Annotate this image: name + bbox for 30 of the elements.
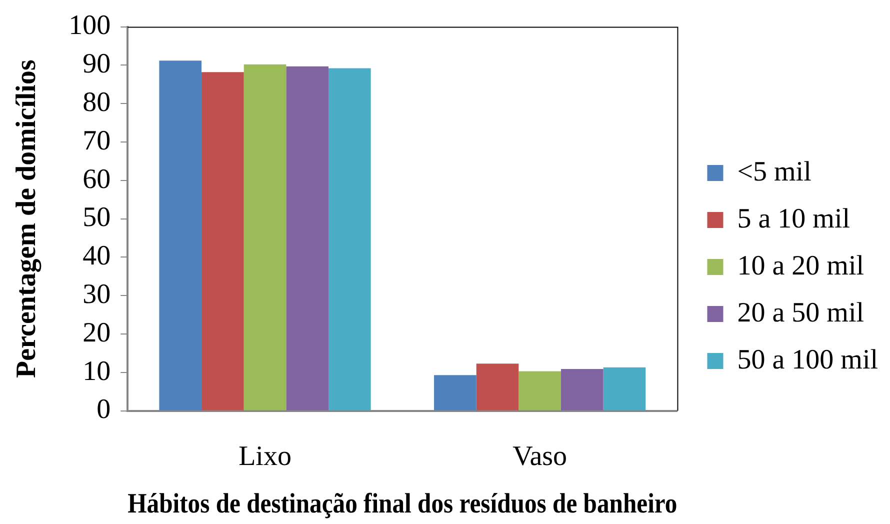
y-tick-label: 100 xyxy=(68,10,111,42)
x-tick-label: Lixo xyxy=(238,440,292,472)
bar xyxy=(159,60,202,410)
y-tick-label: 50 xyxy=(82,202,111,234)
legend-label: 10 a 20 mil xyxy=(737,250,864,282)
y-tick-label: 70 xyxy=(82,125,111,156)
y-tick-label: 0 xyxy=(96,394,111,426)
bar xyxy=(328,68,371,410)
y-tick-label: 60 xyxy=(82,164,111,195)
bar xyxy=(518,371,561,410)
bar xyxy=(286,66,328,410)
bar xyxy=(202,72,244,410)
y-tick-label: 80 xyxy=(82,86,111,118)
legend-label: <5 mil xyxy=(737,156,812,188)
bar xyxy=(434,375,476,410)
bar xyxy=(476,364,519,410)
x-tick-label: Vaso xyxy=(512,440,568,472)
bar xyxy=(603,367,646,410)
y-tick-label: 20 xyxy=(82,317,111,348)
x-axis-title: Hábitos de destinação final dos resíduos de banheiro xyxy=(128,488,678,519)
y-tick-label: 40 xyxy=(82,240,111,272)
y-tick-label: 10 xyxy=(82,356,111,387)
y-axis-title: Percentagem de domicílios xyxy=(11,60,42,378)
legend-label: 5 a 10 mil xyxy=(737,203,850,234)
bar xyxy=(560,368,604,410)
legend-label: 50 a 100 mil xyxy=(737,344,878,376)
y-tick-label: 30 xyxy=(82,278,111,310)
legend-label: 20 a 50 mil xyxy=(737,297,864,328)
y-tick-label: 90 xyxy=(82,48,111,80)
bar xyxy=(244,64,286,410)
